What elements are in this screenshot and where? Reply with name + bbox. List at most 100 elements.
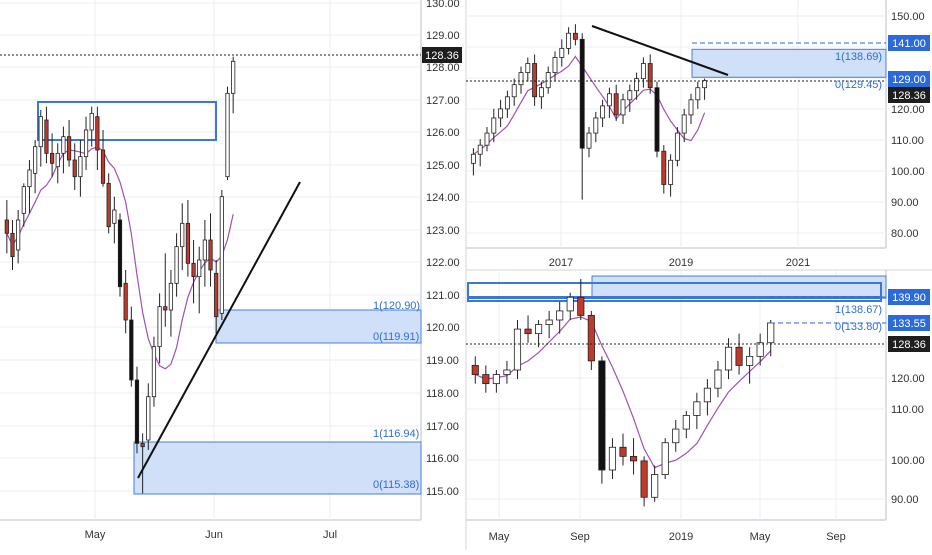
resistance-trendline[interactable] xyxy=(591,25,729,76)
candle[interactable] xyxy=(180,203,185,270)
candle[interactable] xyxy=(214,260,219,334)
candle[interactable] xyxy=(4,200,9,254)
candle[interactable] xyxy=(231,56,236,114)
candle[interactable] xyxy=(600,99,606,128)
candle[interactable] xyxy=(735,333,743,375)
candles[interactable] xyxy=(4,56,236,494)
candle[interactable] xyxy=(672,420,680,452)
candle[interactable] xyxy=(682,410,690,439)
candle[interactable] xyxy=(168,270,174,337)
candle[interactable] xyxy=(545,310,553,339)
weekly-chart-panel[interactable]: 150.00140.00130.00120.00110.00100.0090.0… xyxy=(466,0,930,269)
candle[interactable] xyxy=(100,130,106,187)
candle[interactable] xyxy=(163,253,168,327)
candle[interactable] xyxy=(566,292,574,320)
candle[interactable] xyxy=(572,24,578,46)
candle[interactable] xyxy=(620,93,626,124)
candle[interactable] xyxy=(552,51,558,82)
candle[interactable] xyxy=(586,127,592,158)
candle[interactable] xyxy=(688,93,694,124)
candle[interactable] xyxy=(482,365,490,393)
candle[interactable] xyxy=(157,293,162,364)
candle[interactable] xyxy=(587,310,595,370)
candle[interactable] xyxy=(55,143,60,184)
candle[interactable] xyxy=(746,347,754,384)
candle[interactable] xyxy=(129,306,134,387)
fib-zone[interactable] xyxy=(691,48,887,78)
candle[interactable] xyxy=(619,433,627,466)
candle[interactable] xyxy=(477,139,483,167)
candle[interactable] xyxy=(703,379,711,416)
candle[interactable] xyxy=(50,133,55,177)
candle[interactable] xyxy=(661,145,667,194)
candle[interactable] xyxy=(640,57,646,88)
candle[interactable] xyxy=(674,127,680,167)
candle[interactable] xyxy=(634,72,640,100)
candle[interactable] xyxy=(566,27,572,55)
thin-box[interactable] xyxy=(467,297,882,302)
candle[interactable] xyxy=(695,81,701,109)
candle[interactable] xyxy=(16,210,21,264)
candle[interactable] xyxy=(202,220,207,287)
candle[interactable] xyxy=(724,338,733,380)
candle[interactable] xyxy=(693,392,701,430)
candle[interactable] xyxy=(613,84,619,121)
price-axis[interactable]: 130.00 129.00 128.00 127.00 126.00 125.00 124.… xyxy=(426,0,460,498)
time-axis[interactable]: May Sep 2019 May Sep xyxy=(489,531,846,543)
candle[interactable] xyxy=(654,81,660,158)
candle[interactable] xyxy=(593,111,599,143)
candle[interactable] xyxy=(559,39,565,67)
candle[interactable] xyxy=(647,54,653,94)
candle[interactable] xyxy=(756,333,764,366)
time-axis[interactable]: May Jun Jul xyxy=(85,529,337,541)
candle[interactable] xyxy=(78,140,83,197)
candle[interactable] xyxy=(545,66,551,94)
fib-zone[interactable] xyxy=(133,441,422,495)
candle[interactable] xyxy=(151,336,157,407)
candle[interactable] xyxy=(225,86,230,180)
candle[interactable] xyxy=(208,213,213,287)
candle[interactable] xyxy=(640,456,648,507)
candle[interactable] xyxy=(106,173,111,234)
candle[interactable] xyxy=(518,66,524,94)
candle[interactable] xyxy=(61,126,66,174)
candle[interactable] xyxy=(140,433,145,494)
candle[interactable] xyxy=(513,320,522,380)
candle[interactable] xyxy=(532,54,538,106)
candle[interactable] xyxy=(471,356,479,384)
support-trendline[interactable] xyxy=(137,181,301,479)
candle[interactable] xyxy=(538,81,544,109)
candles[interactable] xyxy=(471,279,775,507)
candle[interactable] xyxy=(185,200,191,277)
candle[interactable] xyxy=(10,220,15,270)
candle[interactable] xyxy=(535,320,543,348)
daily-chart-panel[interactable]: 130.00 129.00 128.00 127.00 126.00 125.00 124.… xyxy=(0,0,462,541)
candle[interactable] xyxy=(524,315,532,343)
candle[interactable] xyxy=(89,106,94,147)
candle[interactable] xyxy=(219,190,224,320)
candle[interactable] xyxy=(681,108,687,143)
candle[interactable] xyxy=(651,465,659,502)
candle[interactable] xyxy=(504,90,510,118)
candle[interactable] xyxy=(38,110,43,167)
candle[interactable] xyxy=(629,438,638,475)
candle[interactable] xyxy=(484,127,490,152)
candle[interactable] xyxy=(44,106,49,164)
candle[interactable] xyxy=(492,370,500,393)
candle[interactable] xyxy=(702,78,708,100)
candle[interactable] xyxy=(174,233,179,297)
candle[interactable] xyxy=(83,116,89,170)
supply-box[interactable] xyxy=(37,101,217,141)
candle[interactable] xyxy=(72,143,77,190)
candle[interactable] xyxy=(117,213,123,297)
candle[interactable] xyxy=(491,108,497,143)
candle[interactable] xyxy=(33,140,38,194)
candle[interactable] xyxy=(498,99,504,128)
candle[interactable] xyxy=(579,33,585,200)
candle[interactable] xyxy=(627,84,633,112)
candle[interactable] xyxy=(577,279,585,320)
candle[interactable] xyxy=(606,87,612,118)
candle[interactable] xyxy=(470,148,476,176)
fib-zone[interactable] xyxy=(215,309,422,344)
